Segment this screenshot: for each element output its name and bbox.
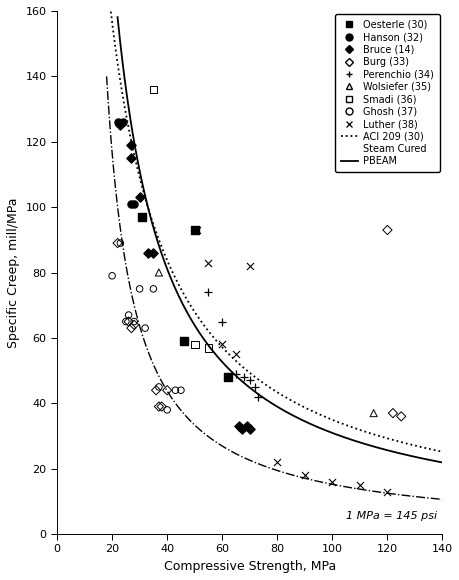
Point [204, 258, 212, 267]
Point [246, 262, 253, 271]
Point [149, 85, 157, 94]
Point [193, 226, 201, 235]
Point [141, 324, 149, 333]
Point [232, 350, 239, 359]
Point [179, 336, 187, 346]
Point [155, 268, 162, 277]
Point [152, 386, 159, 395]
Point [218, 317, 225, 326]
Point [383, 487, 390, 496]
Point [125, 317, 132, 326]
Point [237, 425, 245, 434]
Point [218, 340, 225, 349]
Point [128, 324, 135, 333]
Point [130, 199, 138, 208]
Point [254, 392, 261, 401]
Point [232, 369, 239, 379]
Point [128, 154, 135, 163]
Point [246, 376, 253, 385]
Point [397, 412, 404, 421]
Point [224, 372, 231, 382]
Point [273, 458, 280, 467]
Point [383, 226, 390, 235]
Point [139, 212, 146, 222]
Point [117, 121, 124, 130]
Point [155, 402, 162, 411]
Point [128, 199, 135, 208]
Point [117, 238, 124, 248]
Point [125, 310, 132, 320]
Point [122, 317, 129, 326]
Point [119, 118, 127, 127]
Point [144, 248, 151, 258]
Point [130, 320, 138, 329]
Legend: Oesterle (30), Hanson (32), Bruce (14), Burg (33), Perenchio (34), Wolsiefer (35: Oesterle (30), Hanson (32), Bruce (14), … [334, 14, 439, 172]
Point [240, 372, 247, 382]
Point [204, 343, 212, 353]
Point [155, 382, 162, 392]
Y-axis label: Specific Creep, mill/MPa: Specific Creep, mill/MPa [7, 197, 20, 348]
Point [369, 408, 376, 418]
Point [251, 382, 258, 392]
Point [130, 317, 138, 326]
Point [108, 271, 116, 280]
Point [246, 425, 253, 434]
Point [190, 226, 198, 235]
Point [328, 477, 336, 487]
Point [114, 238, 121, 248]
X-axis label: Compressive Strength, MPa: Compressive Strength, MPa [163, 560, 335, 573]
Point [388, 408, 396, 418]
Point [136, 284, 143, 293]
Point [235, 422, 242, 431]
Point [157, 402, 165, 411]
Point [204, 288, 212, 297]
Point [355, 480, 363, 490]
Point [163, 386, 170, 395]
Text: 1 MPa = 145 psi: 1 MPa = 145 psi [345, 511, 437, 521]
Point [190, 340, 198, 349]
Point [163, 405, 170, 415]
Point [177, 386, 184, 395]
Point [128, 140, 135, 150]
Point [171, 386, 179, 395]
Point [149, 248, 157, 258]
Point [114, 118, 121, 127]
Point [243, 422, 250, 431]
Point [149, 284, 157, 293]
Point [301, 470, 308, 480]
Point [136, 193, 143, 202]
